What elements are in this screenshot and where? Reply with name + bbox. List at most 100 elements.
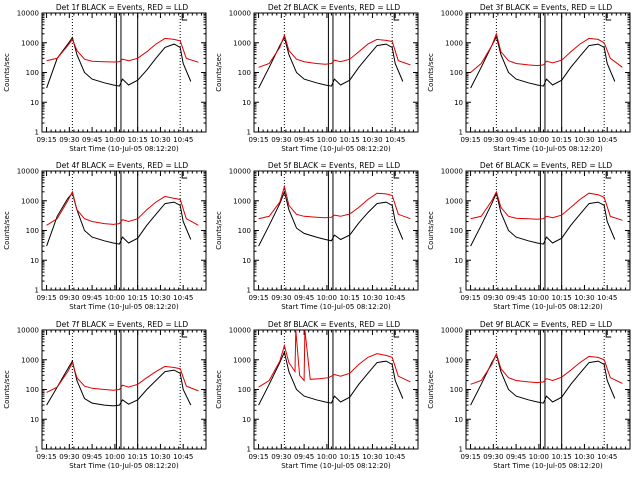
series-red-line [46, 190, 199, 226]
x-tick-label: 09:30 [483, 294, 503, 302]
x-tick-label: 09:45 [506, 136, 526, 144]
range-bracket [393, 171, 400, 179]
x-tick-label: 09:45 [82, 453, 102, 461]
y-axis-label: Counts/sec [427, 370, 435, 409]
panel-det-3: Det 3f BLACK = Events, RED = LLD 1 10 100 10… [427, 3, 631, 153]
y-axis-label: Counts/sec [3, 211, 11, 250]
x-tick-label: 09:45 [82, 294, 102, 302]
y-tick-label: 10000 [441, 10, 463, 18]
y-tick-label: 1 [35, 129, 39, 137]
range-bracket [393, 13, 400, 21]
x-tick-label: 09:30 [59, 136, 79, 144]
series-red-line [470, 190, 623, 221]
y-axis-label: Counts/sec [427, 53, 435, 92]
x-tick-label: 10:30 [574, 453, 594, 461]
x-tick-label: 10:15 [128, 453, 148, 461]
panel-det-4: Det 4f BLACK = Events, RED = LLD 1 10 100 10… [3, 161, 207, 311]
x-tick-label: 10:45 [385, 136, 405, 144]
y-tick-label: 1000 [233, 356, 251, 364]
panel-title: Det 8f BLACK = Events, RED = LLD [268, 320, 401, 329]
series-red-line [470, 32, 623, 73]
plot-frame [465, 170, 631, 291]
series-black-line [46, 192, 192, 247]
y-tick-label: 1000 [21, 39, 39, 47]
panel-det-9: Det 9f BLACK = Events, RED = LLD 1 10 100 10… [427, 320, 631, 470]
x-tick-label: 10:30 [574, 136, 594, 144]
range-bracket [181, 330, 188, 338]
series-black-line [258, 36, 404, 89]
x-tick-label: 09:15 [460, 453, 480, 461]
x-tick-label: 10:30 [362, 294, 382, 302]
x-tick-label: 10:30 [362, 136, 382, 144]
plot-frame [465, 329, 631, 450]
x-tick-label: 10:15 [128, 294, 148, 302]
y-axis-label: Counts/sec [215, 370, 223, 409]
panel-title: Det 4f BLACK = Events, RED = LLD [56, 161, 189, 170]
x-axis-label: Start Time (10-Jul-05 08:12:20) [493, 145, 603, 153]
y-tick-label: 1 [459, 446, 463, 454]
x-tick-label: 10:15 [340, 294, 360, 302]
panel-det-2: Det 2f BLACK = Events, RED = LLD 1 10 100 10… [215, 3, 419, 153]
x-tick-label: 10:00 [529, 136, 549, 144]
x-tick-label: 10:45 [173, 453, 193, 461]
x-tick-label: 09:30 [59, 294, 79, 302]
y-tick-label: 100 [238, 386, 251, 394]
panel-title: Det 1f BLACK = Events, RED = LLD [56, 3, 189, 12]
x-tick-label: 09:30 [59, 453, 79, 461]
range-bracket [181, 13, 188, 21]
y-tick-label: 10 [30, 257, 39, 265]
y-tick-label: 10 [242, 99, 251, 107]
x-tick-label: 09:30 [483, 136, 503, 144]
x-tick-label: 09:45 [506, 453, 526, 461]
y-tick-label: 1 [459, 287, 463, 295]
y-tick-label: 10 [454, 416, 463, 424]
plot-frame [465, 12, 631, 133]
series-black-line [258, 350, 404, 406]
range-bracket [181, 171, 188, 179]
range-bracket [605, 171, 612, 179]
x-tick-label: 09:30 [271, 453, 291, 461]
x-tick-label: 10:45 [173, 294, 193, 302]
panel-det-5: Det 5f BLACK = Events, RED = LLD 1 10 100 10… [215, 161, 419, 311]
panel-title: Det 3f BLACK = Events, RED = LLD [480, 3, 613, 12]
series-red-line [258, 184, 411, 220]
plot-frame [41, 170, 207, 291]
x-axis-label: Start Time (10-Jul-05 08:12:20) [493, 462, 603, 470]
y-tick-label: 1000 [21, 356, 39, 364]
y-tick-label: 1 [35, 287, 39, 295]
y-tick-label: 1 [247, 446, 251, 454]
plot-frame [253, 170, 419, 291]
panel-title: Det 2f BLACK = Events, RED = LLD [268, 3, 401, 12]
y-tick-label: 10 [242, 257, 251, 265]
x-tick-label: 10:30 [150, 136, 170, 144]
x-axis-label: Start Time (10-Jul-05 08:12:20) [281, 462, 391, 470]
x-tick-label: 09:30 [271, 294, 291, 302]
y-tick-label: 10 [242, 416, 251, 424]
y-tick-label: 1 [247, 287, 251, 295]
y-tick-label: 1000 [21, 197, 39, 205]
x-tick-label: 09:15 [36, 136, 56, 144]
y-tick-label: 1000 [445, 356, 463, 364]
x-tick-label: 10:45 [385, 294, 405, 302]
x-tick-label: 10:00 [317, 136, 337, 144]
x-tick-label: 10:45 [597, 453, 617, 461]
x-tick-label: 10:15 [340, 453, 360, 461]
y-tick-label: 1 [459, 129, 463, 137]
y-axis-label: Counts/sec [427, 211, 435, 250]
x-axis-label: Start Time (10-Jul-05 08:12:20) [493, 303, 603, 311]
x-tick-label: 10:15 [552, 453, 572, 461]
y-tick-label: 100 [26, 69, 39, 77]
y-tick-label: 1000 [445, 39, 463, 47]
series-black-line [470, 191, 616, 247]
y-tick-label: 10 [454, 99, 463, 107]
range-bracket [605, 330, 612, 338]
x-tick-label: 10:45 [597, 294, 617, 302]
range-bracket [605, 13, 612, 21]
x-tick-label: 10:15 [128, 136, 148, 144]
y-tick-label: 10000 [441, 327, 463, 335]
x-tick-label: 10:15 [552, 294, 572, 302]
series-red-line [258, 33, 411, 68]
panel-det-8: Det 8f BLACK = Events, RED = LLD 1 10 100 10… [215, 320, 419, 470]
x-tick-label: 09:15 [248, 136, 268, 144]
